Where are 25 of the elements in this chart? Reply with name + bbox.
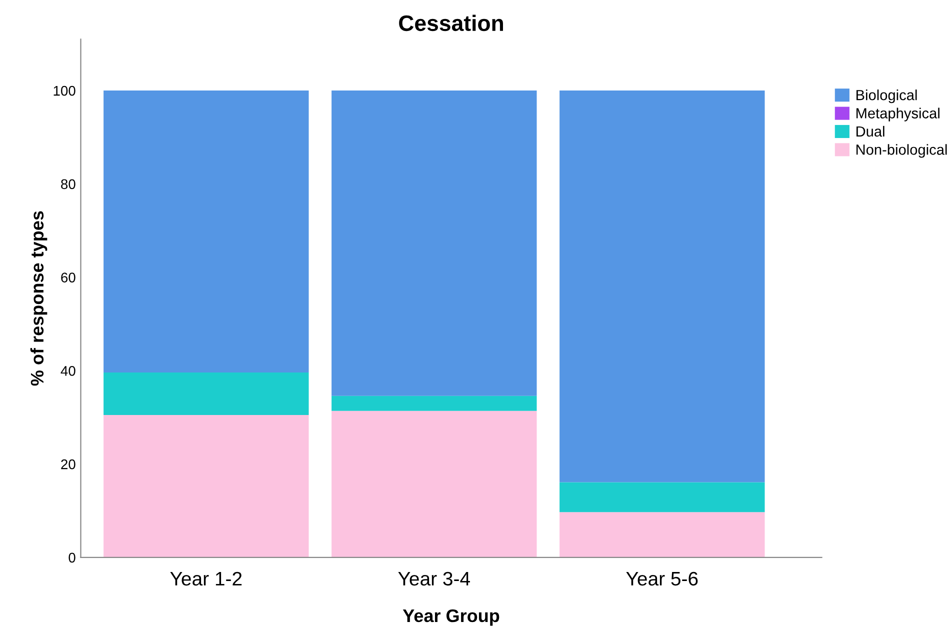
legend-label: Biological: [856, 90, 917, 104]
y-tick-label: 80: [61, 179, 76, 190]
y-tick-label: 60: [61, 272, 76, 282]
legend-label: Dual: [856, 126, 884, 137]
x-tick-label: Year 5-6: [626, 572, 698, 586]
y-axis-title: % of response types: [30, 211, 48, 386]
bar: [560, 482, 765, 512]
y-tick-label: 0: [68, 552, 76, 563]
x-tick-label: Year 1-2: [170, 572, 242, 586]
bar: [104, 415, 309, 558]
bar: [560, 512, 765, 558]
y-tick-label: 100: [54, 86, 76, 96]
legend-label: Non-biological: [856, 144, 947, 158]
chart-title: Cessation: [399, 14, 503, 32]
bar: [560, 90, 765, 482]
bar: [104, 372, 309, 416]
x-axis-title: Year Group: [402, 609, 500, 626]
legend-label: Metaphysical: [856, 108, 940, 122]
bar: [332, 410, 537, 558]
y-tick-label: 40: [60, 366, 76, 376]
y-tick-label: 20: [61, 459, 76, 470]
x-tick-label: Year 3-4: [398, 572, 470, 586]
bar: [104, 90, 309, 373]
bar: [332, 396, 537, 411]
bar: [332, 90, 537, 396]
